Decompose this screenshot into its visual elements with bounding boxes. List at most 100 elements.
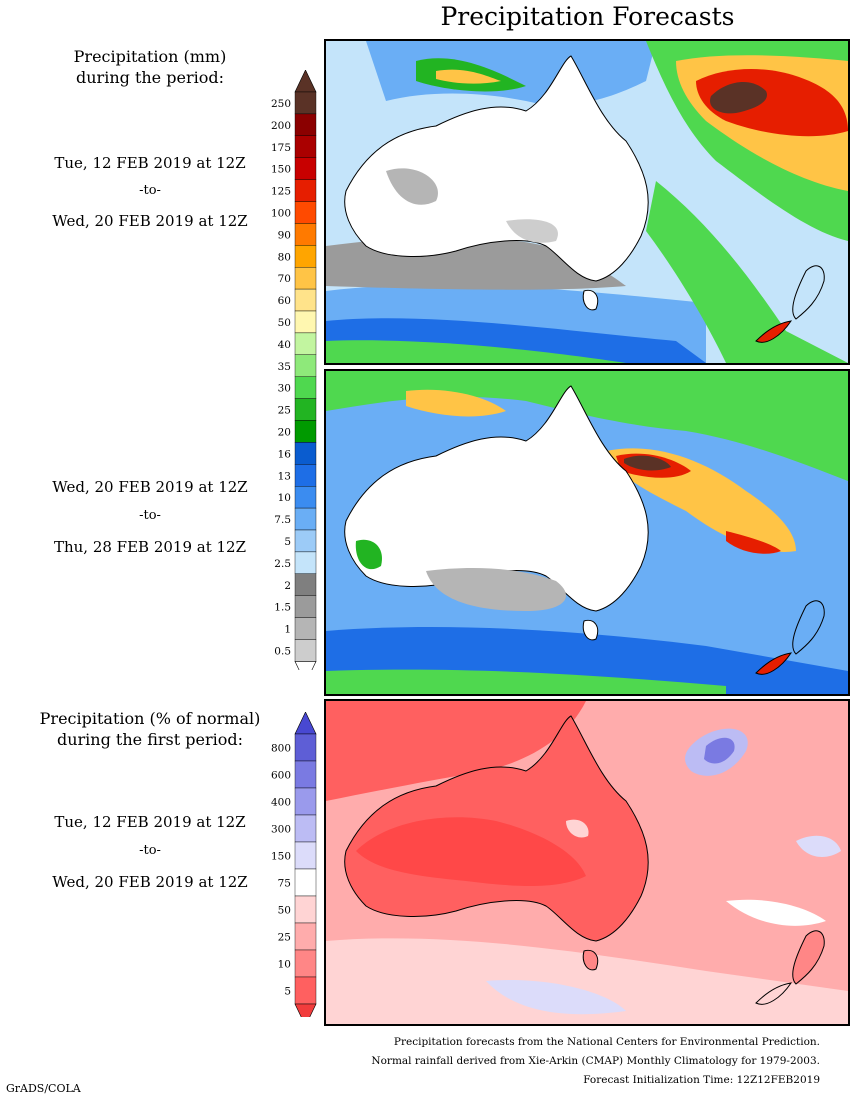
precip-colorbar-swatch bbox=[294, 639, 317, 662]
precip-colorbar-swatch bbox=[294, 617, 317, 640]
percent-colorbar-tick-label: 25 bbox=[278, 932, 291, 944]
footer-line3: Forecast Initialization Time: 12Z12FEB20… bbox=[583, 1074, 820, 1086]
precip-colorbar-tick-label: 13 bbox=[278, 470, 291, 482]
percent-colorbar-top-cap bbox=[294, 712, 317, 735]
period3-end: Wed, 20 FEB 2019 at 12Z bbox=[52, 873, 248, 891]
precip-colorbar-tick-label: 175 bbox=[271, 142, 291, 154]
percent-colorbar-bottom-cap bbox=[294, 1003, 317, 1017]
precip-colorbar-top-cap bbox=[294, 70, 317, 93]
precip-colorbar-swatch bbox=[294, 135, 317, 158]
percent-colorbar-swatch bbox=[294, 814, 317, 843]
precip-colorbar-tick-label: 35 bbox=[278, 361, 291, 373]
precip-colorbar-swatch bbox=[294, 288, 317, 312]
period2-sep: -to- bbox=[139, 508, 161, 523]
precip-colorbar-tick-label: 2.5 bbox=[274, 558, 291, 570]
precip-colorbar-bottom-cap bbox=[294, 661, 317, 670]
precip-colorbar-tick-label: 1 bbox=[284, 624, 291, 636]
precip-colorbar-swatch bbox=[294, 157, 317, 180]
precip-colorbar-tick-label: 16 bbox=[278, 448, 292, 460]
percent-colorbar-tick-label: 400 bbox=[271, 797, 291, 809]
percent-colorbar-tick-label: 600 bbox=[271, 770, 291, 782]
percent-colorbar-swatch bbox=[294, 760, 317, 789]
precip-colorbar-swatch bbox=[294, 179, 317, 202]
precip-colorbar-swatch bbox=[294, 507, 317, 531]
percent-colorbar: 800 600 400 300 150 75 50 25 10 5 bbox=[271, 712, 317, 1017]
precip-map-period2 bbox=[324, 369, 850, 696]
precip-mm-heading-line1: Precipitation (mm) bbox=[73, 47, 227, 66]
precip-colorbar-tick-label: 90 bbox=[278, 229, 291, 241]
percent-colorbar-tick-label: 50 bbox=[278, 905, 291, 917]
precip-colorbar-swatch bbox=[294, 486, 317, 509]
precip-percent-map bbox=[324, 699, 850, 1026]
precip-percent-heading-line2: during the first period: bbox=[56, 730, 244, 749]
footer-notes: Precipitation forecasts from the Nationa… bbox=[371, 1033, 820, 1090]
precip-colorbar-swatch bbox=[294, 223, 317, 246]
period3-start: Tue, 12 FEB 2019 at 12Z bbox=[54, 813, 246, 831]
percent-colorbar-swatch bbox=[294, 868, 317, 897]
precip-colorbar-tick-label: 60 bbox=[278, 295, 291, 307]
period2-end: Thu, 28 FEB 2019 at 12Z bbox=[53, 538, 247, 556]
percent-colorbar-tick-label: 75 bbox=[278, 878, 291, 890]
precip-colorbar-swatch bbox=[294, 376, 317, 399]
precip-colorbar-tick-label: 80 bbox=[278, 251, 291, 263]
precip-colorbar-tick-label: 40 bbox=[278, 339, 291, 351]
percent-colorbar-swatch bbox=[294, 976, 317, 1005]
precip-percent-heading-line1: Precipitation (% of normal) bbox=[39, 709, 261, 728]
percent-colorbar-tick-label: 10 bbox=[278, 959, 291, 971]
percent-colorbar-swatch bbox=[294, 949, 317, 978]
percent-colorbar-swatch bbox=[294, 787, 317, 816]
precip-colorbar-swatch bbox=[294, 464, 317, 487]
percent-colorbar-tick-label: 800 bbox=[271, 743, 291, 755]
precip-colorbar-tick-label: 150 bbox=[271, 164, 291, 176]
precip-colorbar-swatch bbox=[294, 113, 317, 137]
period1-start: Tue, 12 FEB 2019 at 12Z bbox=[54, 154, 246, 172]
precip-mm-heading: Precipitation (mm) during the period: bbox=[0, 46, 300, 88]
percent-colorbar-swatch bbox=[294, 922, 317, 951]
precip-colorbar-tick-label: 5 bbox=[284, 536, 291, 548]
precip-percent-heading: Precipitation (% of normal) during the f… bbox=[0, 708, 300, 750]
precip-colorbar-swatch bbox=[294, 245, 317, 268]
percent-colorbar-swatch bbox=[294, 895, 317, 924]
period1-end: Wed, 20 FEB 2019 at 12Z bbox=[52, 212, 248, 230]
precip-colorbar-tick-label: 10 bbox=[278, 492, 291, 504]
precip-colorbar-swatch bbox=[294, 266, 317, 290]
precip-colorbar-tick-label: 1.5 bbox=[274, 602, 291, 614]
precip-colorbar-swatch bbox=[294, 201, 317, 224]
precip-colorbar-swatch bbox=[294, 91, 317, 115]
footer-line1: Precipitation forecasts from the Nationa… bbox=[393, 1036, 820, 1048]
percent-colorbar-tick-label: 150 bbox=[271, 851, 291, 863]
precip-colorbar-tick-label: 125 bbox=[271, 186, 291, 198]
precip-colorbar-tick-label: 100 bbox=[271, 207, 291, 219]
precip-colorbar-swatch bbox=[294, 310, 317, 334]
precip-mm-heading-line2: during the period: bbox=[76, 68, 224, 87]
precip-colorbar: 2502001751501251009080706050403530252016… bbox=[271, 70, 317, 670]
period2-start: Wed, 20 FEB 2019 at 12Z bbox=[52, 478, 248, 496]
precip-colorbar-swatch bbox=[294, 573, 317, 596]
precip-colorbar-swatch bbox=[294, 551, 317, 574]
grads-credit: GrADS/COLA bbox=[6, 1082, 81, 1095]
precip-map-period1 bbox=[324, 39, 850, 365]
precip-colorbar-swatch bbox=[294, 595, 317, 618]
precip-colorbar-tick-label: 250 bbox=[271, 98, 291, 110]
precip-colorbar-swatch bbox=[294, 420, 317, 443]
precip-colorbar-swatch bbox=[294, 332, 317, 355]
footer-line2: Normal rainfall derived from Xie-Arkin (… bbox=[371, 1055, 820, 1067]
precip-colorbar-tick-label: 200 bbox=[271, 120, 291, 132]
period1-sep: -to- bbox=[139, 183, 161, 198]
precip-colorbar-tick-label: 7.5 bbox=[274, 514, 291, 526]
precip-colorbar-tick-label: 30 bbox=[278, 383, 291, 395]
precip-colorbar-tick-label: 2 bbox=[284, 580, 291, 592]
page-title: Precipitation Forecasts bbox=[440, 2, 735, 31]
precip-colorbar-swatch bbox=[294, 398, 317, 421]
period3-sep: -to- bbox=[139, 843, 161, 858]
percent-colorbar-swatch bbox=[294, 841, 317, 870]
precip-colorbar-tick-label: 0.5 bbox=[274, 645, 291, 657]
precip-colorbar-swatch bbox=[294, 354, 317, 377]
percent-colorbar-tick-label: 300 bbox=[271, 824, 291, 836]
precip-colorbar-tick-label: 20 bbox=[278, 426, 291, 438]
precip-colorbar-swatch bbox=[294, 442, 317, 465]
precip-colorbar-tick-label: 50 bbox=[278, 317, 291, 329]
precip-colorbar-swatch bbox=[294, 529, 317, 553]
percent-colorbar-swatch bbox=[294, 733, 317, 762]
percent-colorbar-tick-label: 5 bbox=[284, 986, 291, 998]
